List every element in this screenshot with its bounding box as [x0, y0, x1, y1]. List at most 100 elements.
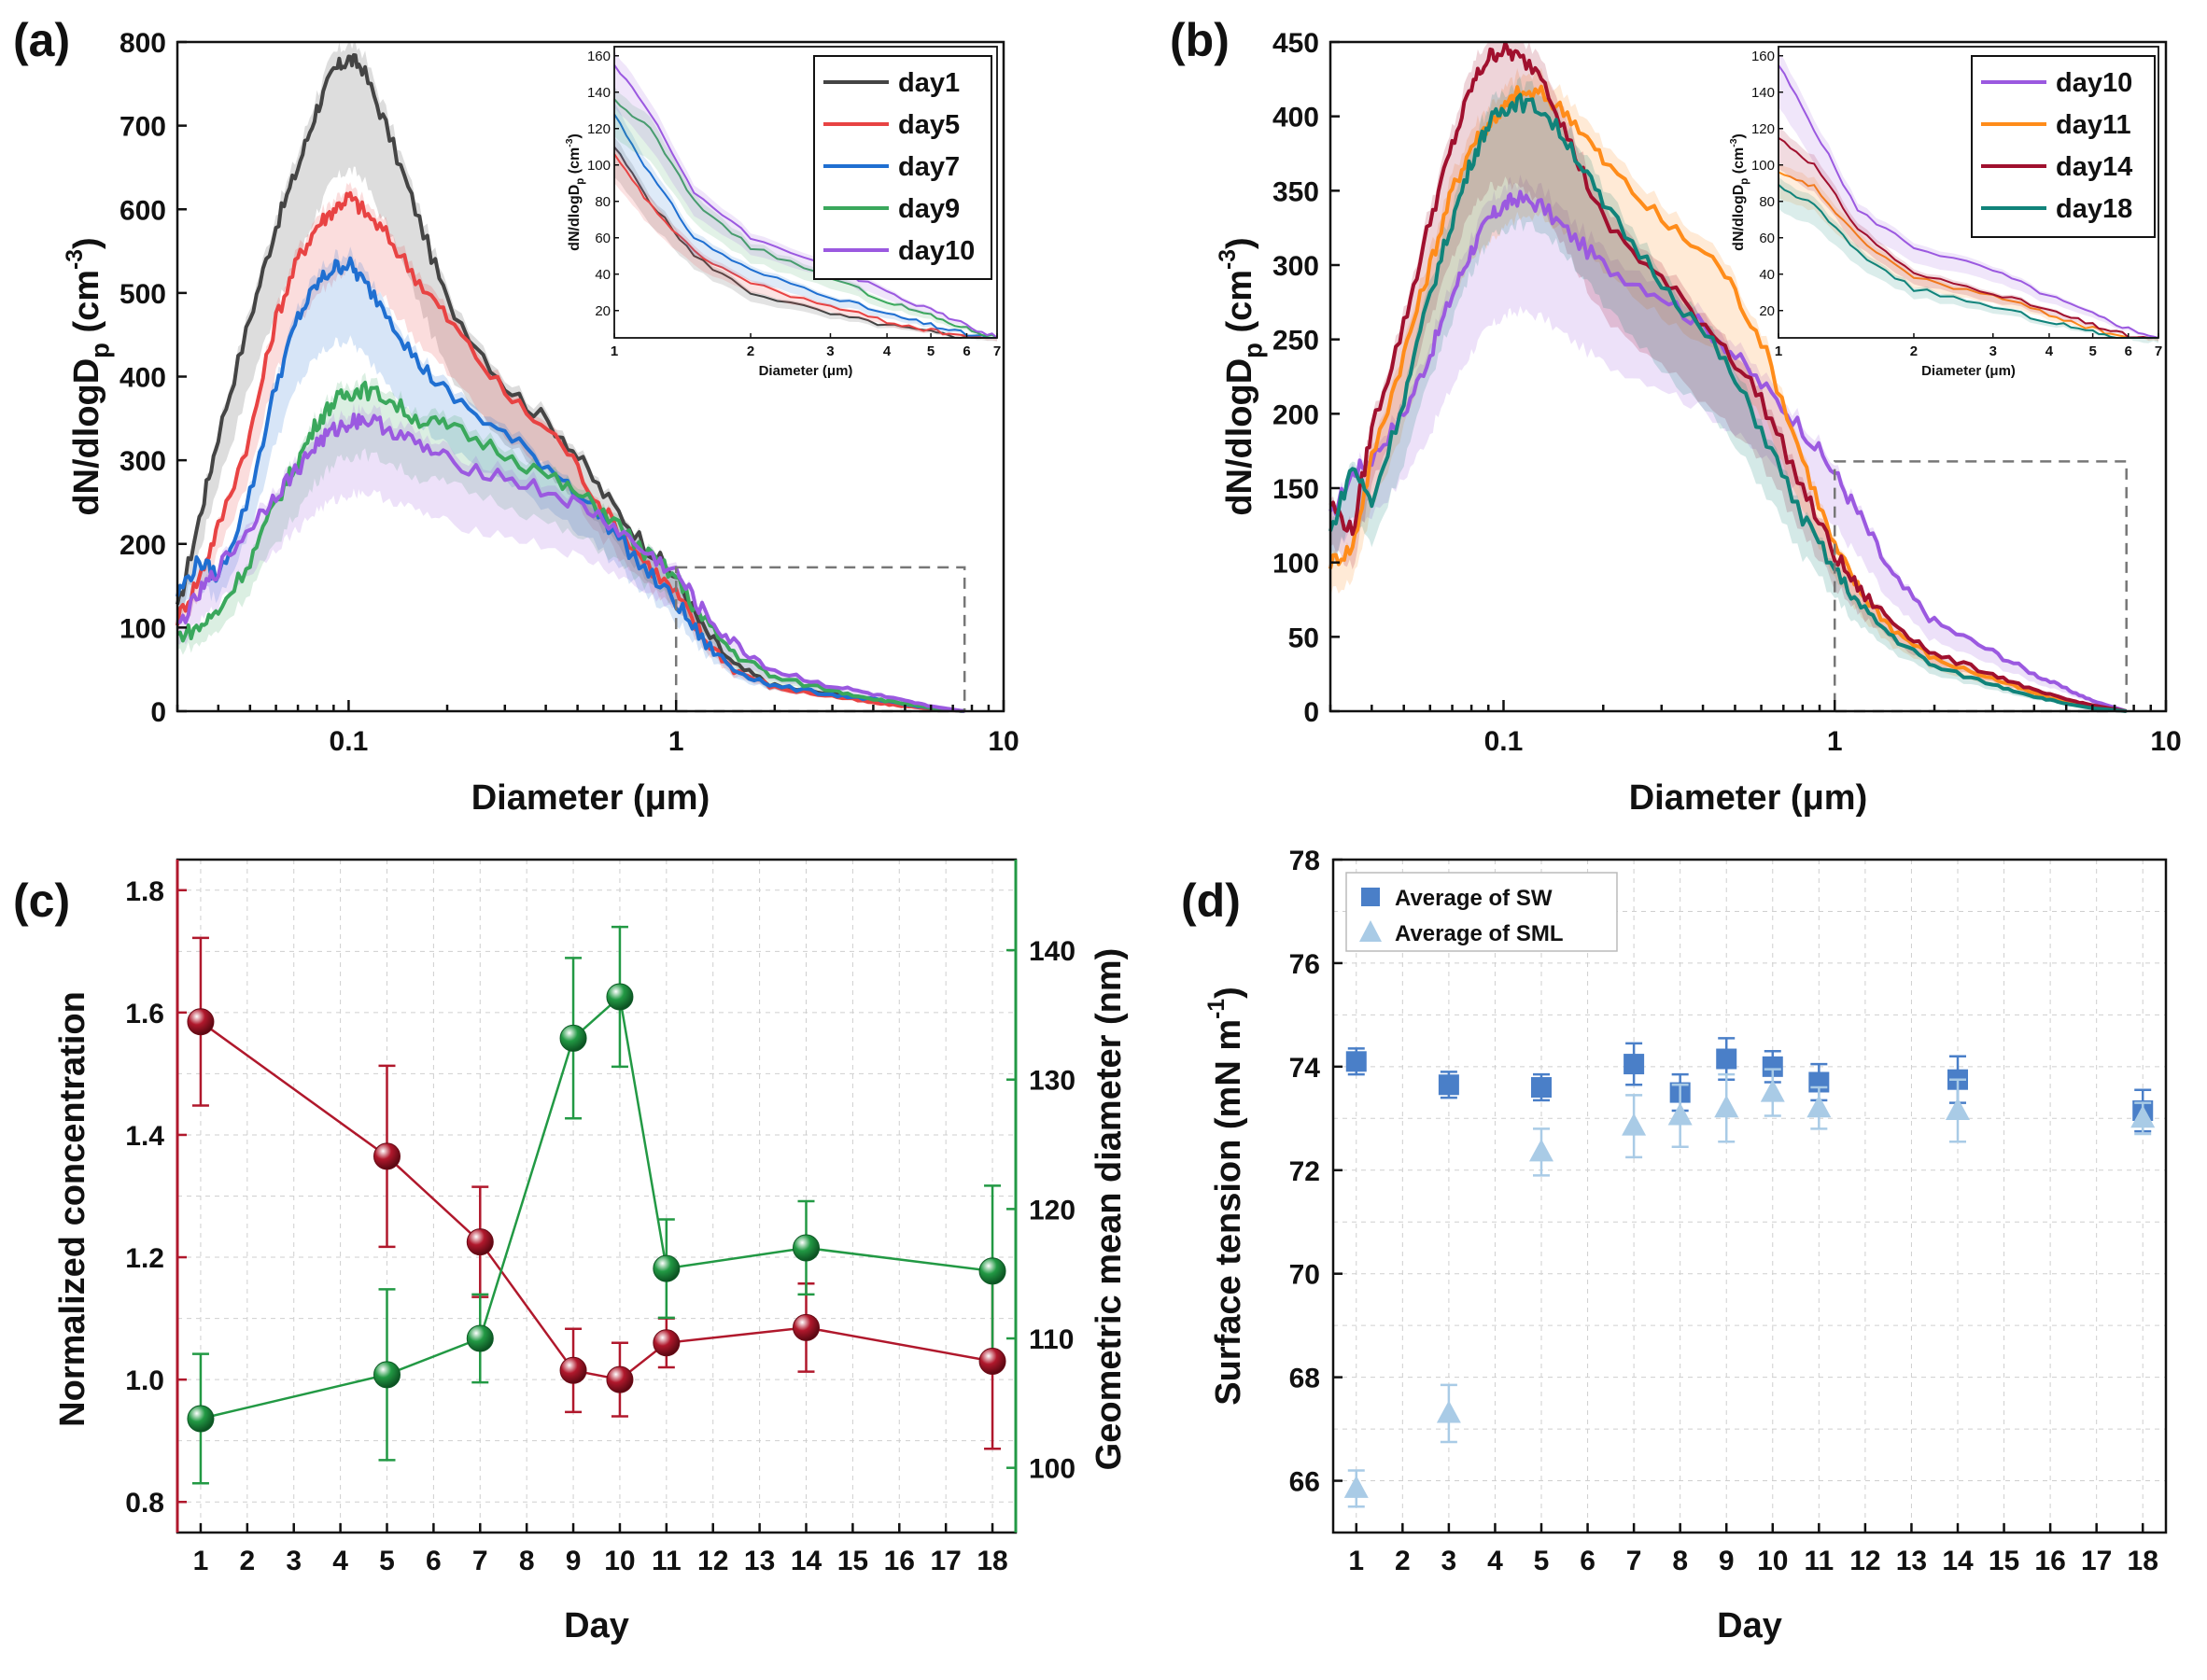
ylabel-part: p [1739, 178, 1750, 185]
inset-line-day7 [613, 113, 998, 340]
ylabel-part: -3 [1216, 249, 1241, 270]
right-y-tick-label: 130 [1029, 1066, 1075, 1097]
legend-label-day5: day5 [898, 110, 960, 140]
x-tick-label: 6 [1580, 1546, 1596, 1576]
data-point-triangle [1622, 1113, 1647, 1136]
x-tick-label: 4 [332, 1546, 348, 1576]
y-axis-title: dN/dlogDp (cm-3) [63, 237, 115, 515]
data-point-right [559, 1024, 587, 1052]
y-tick-label: 0 [150, 697, 166, 728]
legend-swatch-square [1361, 888, 1380, 906]
data-point-square [1531, 1077, 1552, 1099]
y-axis-title: Surface tension (mN m-1) [1204, 987, 1248, 1405]
x-tick-label: 3 [286, 1546, 302, 1576]
x-tick-label: 4 [1487, 1546, 1503, 1576]
left-y-axis-title: Normalized concentration [53, 991, 92, 1427]
inset-line-day14 [1778, 136, 2158, 339]
x-axis-title: Day [564, 1606, 629, 1645]
x-tick-label: 18 [2128, 1546, 2158, 1576]
left-y-tick-label: 1.4 [125, 1121, 164, 1152]
y-tick-label: 70 [1289, 1260, 1320, 1291]
data-point-right [653, 1254, 681, 1282]
inset-x-tick-label: 1 [611, 343, 618, 359]
ylabel-part: -1 [1204, 999, 1230, 1019]
inset-y-axis-title: dN/dlogDp (cm-3) [1729, 133, 1750, 251]
x-tick-label: 12 [1849, 1546, 1880, 1576]
y-tick-label: 300 [1272, 251, 1319, 282]
y-tick-label: 0 [1303, 697, 1319, 728]
x-tick-label: 7 [1626, 1546, 1642, 1576]
ylabel-part: dN/dlogD [67, 358, 106, 516]
inset-y-tick-label: 120 [587, 121, 611, 137]
data-point-left [187, 1008, 215, 1036]
legend-label-day10: day10 [2056, 68, 2132, 98]
data-point-triangle [1529, 1139, 1553, 1162]
series-line-day14 [1328, 40, 2128, 713]
left-y-tick-label: 1.8 [125, 876, 164, 907]
ylabel-part: Surface tension (mN m [1209, 1019, 1248, 1406]
data-point-triangle [2130, 1105, 2156, 1128]
data-point-left [653, 1329, 681, 1357]
inset-y-tick-label: 160 [587, 49, 611, 64]
x-tick-label: 15 [837, 1546, 868, 1576]
data-point-triangle [1806, 1095, 1832, 1118]
uncertainty-band-day10 [1330, 175, 2127, 711]
y-tick-label: 800 [119, 28, 166, 59]
data-point-square [1345, 1051, 1367, 1072]
x-tick-label: 10 [988, 726, 1019, 757]
y-tick-label: 500 [119, 279, 166, 310]
data-point-triangle [1714, 1095, 1739, 1118]
x-axis-title: Diameter (μm) [471, 778, 710, 818]
x-tick-label: 13 [1896, 1546, 1927, 1576]
ylabel-part: (cm [1731, 147, 1747, 178]
inset-line-day10 [1778, 64, 2159, 339]
x-tick-label: 1 [1348, 1546, 1364, 1576]
x-tick-label: 8 [1672, 1546, 1688, 1576]
y-tick-label: 74 [1289, 1053, 1321, 1084]
data-point-square [1716, 1048, 1737, 1070]
panel-c-label: (c) [13, 875, 70, 927]
data-point-left [978, 1347, 1006, 1375]
inset-y-tick-label: 40 [1759, 267, 1775, 283]
x-tick-label: 14 [791, 1546, 822, 1576]
legend-swatch-triangle [1359, 920, 1382, 942]
inset-x-tick-label: 5 [2088, 343, 2096, 359]
y-tick-label: 200 [1272, 399, 1319, 430]
data-point-square [1762, 1056, 1783, 1077]
x-tick-label: 16 [884, 1546, 915, 1576]
x-tick-label: 2 [239, 1546, 255, 1576]
inset-x-tick-label: 5 [927, 343, 935, 359]
ylabel-part: -3 [63, 249, 88, 270]
series-line-day18 [1328, 92, 2127, 713]
left-y-tick-label: 1.2 [125, 1243, 164, 1274]
inset-y-axis-title: dN/dlogDp (cm-3) [565, 133, 586, 251]
data-point-triangle [1946, 1097, 1970, 1120]
data-point-triangle [1667, 1102, 1693, 1126]
inset-y-tick-label: 80 [595, 194, 611, 210]
y-tick-label: 150 [1272, 474, 1319, 505]
ylabel-part: ) [1209, 987, 1248, 999]
x-tick-label: 15 [1989, 1546, 2019, 1576]
inset-x-tick-label: 3 [826, 343, 834, 359]
ylabel-part: ) [567, 133, 583, 138]
inset-band-day9 [614, 87, 997, 338]
y-tick-label: 50 [1288, 623, 1319, 653]
x-tick-label: 12 [697, 1546, 728, 1576]
uncertainty-band-day18 [1330, 76, 2127, 711]
series-line-right [200, 994, 993, 1421]
data-point-right [187, 1405, 215, 1433]
right-y-tick-label: 110 [1029, 1324, 1074, 1355]
inset-x-tick-label: 4 [883, 343, 892, 359]
inset-x-tick-label: 6 [2125, 343, 2132, 359]
y-tick-label: 700 [119, 112, 166, 143]
panel-b-label: (b) [1170, 14, 1230, 66]
inset-y-tick-label: 100 [1751, 158, 1775, 174]
x-tick-label: 11 [652, 1546, 682, 1576]
right-y-tick-label: 100 [1029, 1454, 1075, 1485]
series-line-day10 [1328, 189, 2128, 713]
panel-a-label: (a) [13, 14, 70, 66]
x-tick-label: 10 [1757, 1546, 1788, 1576]
ylabel-part: p [1238, 343, 1267, 358]
inset-y-tick-label: 160 [1751, 49, 1775, 64]
